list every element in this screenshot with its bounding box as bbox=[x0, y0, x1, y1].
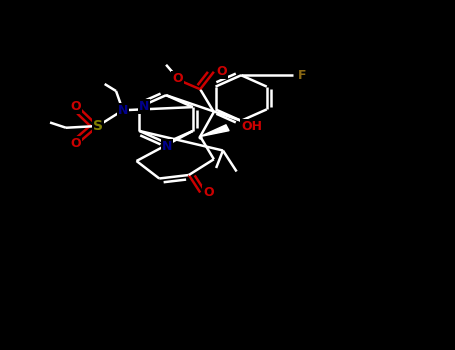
Polygon shape bbox=[200, 125, 229, 136]
Text: S: S bbox=[93, 119, 103, 133]
Text: OH: OH bbox=[241, 120, 262, 133]
Text: O: O bbox=[203, 186, 214, 199]
Text: O: O bbox=[71, 137, 81, 150]
Text: O: O bbox=[71, 100, 81, 113]
Text: O: O bbox=[217, 65, 228, 78]
Text: N: N bbox=[118, 104, 128, 117]
Text: O: O bbox=[172, 72, 183, 85]
Text: F: F bbox=[298, 69, 306, 82]
Text: N: N bbox=[139, 100, 149, 113]
Text: N: N bbox=[162, 140, 172, 153]
